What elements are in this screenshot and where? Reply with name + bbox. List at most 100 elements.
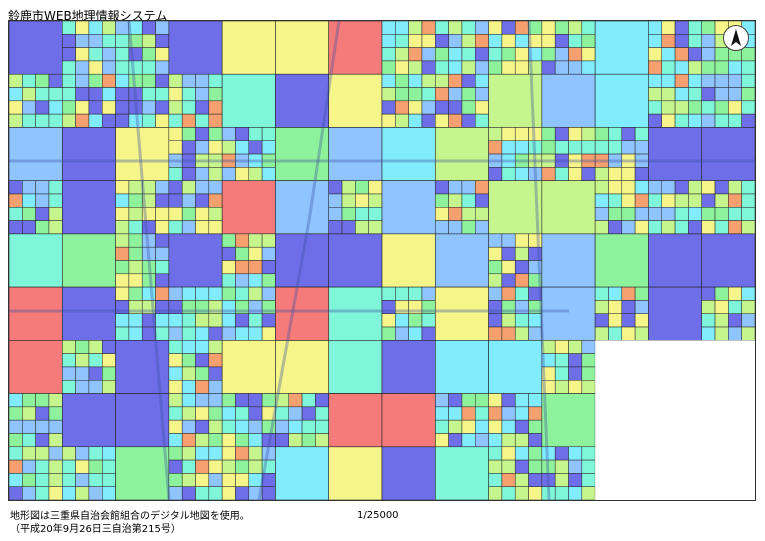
grid-subcell [714,326,729,341]
grid-subcell [141,87,156,102]
grid-cell [61,393,116,448]
grid-subcell [688,113,702,128]
grid-subcell [448,406,463,421]
grid-subcell [128,207,143,221]
grid-subcell [368,193,383,208]
grid-subcell [168,180,183,195]
grid-subcell [528,326,543,341]
grid-subcell [395,313,409,328]
grid-subcell [501,459,516,474]
grid-subcell [22,113,36,128]
grid-subcell [208,486,223,500]
grid-subcell [181,340,196,354]
grid-subcell [235,446,250,461]
grid-subcell [395,113,409,128]
grid-subcell [581,473,596,487]
grid-subcell [261,140,276,155]
grid-subcell [554,60,569,75]
grid-subcell [368,220,383,235]
grid-subcell [221,260,236,275]
grid-subcell [48,100,63,115]
grid-subcell [208,459,223,474]
grid-subcell [75,380,90,394]
grid-subcell [35,419,50,434]
grid-subcell [461,406,476,421]
grid-subcell [701,300,716,314]
grid-subcell [9,433,23,448]
grid-subcell [75,21,90,35]
grid-subcell [461,433,476,448]
grid-subcell [661,73,676,88]
grid-cell [328,73,383,128]
grid-subcell [488,459,503,474]
grid-subcell [275,433,289,448]
grid-subcell [155,21,170,35]
map-credit-line-2: （平成20年9月26日三自治第215号） [10,524,181,535]
grid-subcell [168,220,183,235]
grid-subcell [648,73,663,88]
grid-subcell [634,127,649,141]
grid-subcell [102,47,116,62]
grid-subcell [88,73,103,88]
grid-subcell [728,207,742,221]
grid-subcell [168,207,183,221]
grid-subcell [488,140,503,155]
grid-cell [9,21,63,75]
grid-subcell [448,60,463,75]
map-grid[interactable] [9,21,755,500]
grid-subcell [688,180,702,195]
grid-subcell [235,326,250,341]
grid-subcell [714,220,729,235]
grid-cell [541,393,596,448]
grid-subcell [168,366,183,381]
grid-subcell [235,167,250,181]
grid-subcell [475,21,489,35]
grid-cell-red [381,393,436,448]
grid-subcell [195,207,210,221]
map-view[interactable] [8,20,756,501]
grid-subcell [728,113,742,128]
grid-subcell [634,326,649,341]
grid-subcell [48,393,63,408]
grid-subcell [75,340,90,354]
grid-subcell [62,340,76,354]
grid-subcell [48,220,63,235]
grid-subcell [541,60,556,75]
grid-subcell [488,406,503,421]
grid-subcell [181,419,196,434]
grid-subcell [261,313,276,328]
grid-subcell [395,87,409,102]
grid-subcell [88,380,103,394]
grid-subcell [195,127,210,141]
grid-cell [701,233,755,288]
grid-subcell [488,47,503,62]
grid-subcell [195,419,210,434]
grid-subcell [301,433,316,448]
grid-subcell [701,60,716,75]
grid-subcell [275,406,289,421]
grid-subcell [501,486,516,500]
grid-subcell [115,313,130,328]
grid-subcell [475,34,489,48]
grid-cell [434,286,489,341]
grid-subcell [421,100,436,115]
grid-subcell [714,60,729,75]
grid-subcell [661,21,676,35]
grid-subcell [408,47,423,62]
grid-subcell [475,60,489,75]
grid-subcell [554,459,569,474]
grid-subcell [75,60,90,75]
grid-subcell [501,167,516,181]
grid-subcell [235,233,250,248]
grid-subcell [395,60,409,75]
grid-subcell [195,486,210,500]
grid-subcell [408,100,423,115]
empty-cell [595,446,649,500]
grid-subcell [9,100,23,115]
grid-subcell [221,473,236,487]
grid-subcell [435,193,449,208]
grid-subcell [141,21,156,35]
grid-subcell [581,366,596,381]
grid-subcell [621,127,636,141]
grid-subcell [435,87,449,102]
